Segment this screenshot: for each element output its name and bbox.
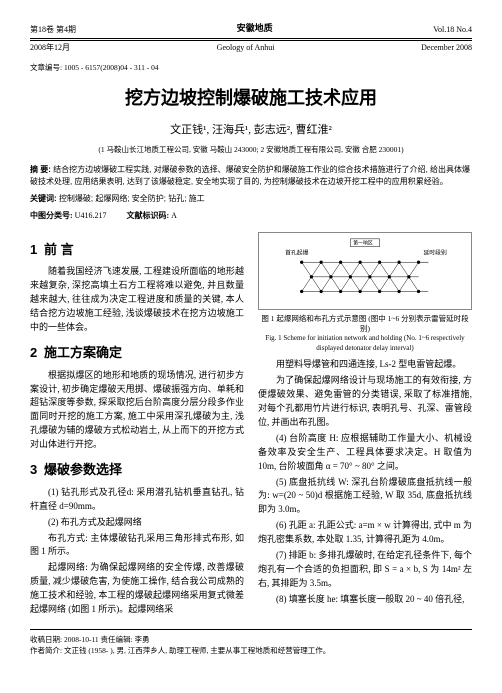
fig-cap-cn: 图 1 起爆网络和布孔方式示意图 (图中 1~6 分别表示雷管延时段别) <box>258 314 472 334</box>
col2-p2: 为了确保起爆网络设计与现场施工的有效衔接, 方便爆破效果、避免雷管的分类错误, … <box>258 374 472 430</box>
header-top: 第18卷 第4期 安徽地质 Vol.18 No.4 <box>30 22 472 39</box>
affiliation: (1 马鞍山长江地质工程公司, 安徽 马鞍山 243000; 2 安徽地质工程有… <box>30 144 472 155</box>
page-title: 挖方边坡控制爆破施工技术应用 <box>30 85 472 112</box>
abstract-text: 结合挖方边坡爆破工程实践, 对爆破参数的选择、爆破安全防护和爆破施工作业的综合技… <box>30 165 470 187</box>
sec3-num: 3 <box>30 460 44 480</box>
sec1-title: 前 言 <box>44 242 74 257</box>
header-vol-en: Vol.18 No.4 <box>433 24 472 36</box>
class-text: U416.217 <box>75 211 107 220</box>
sec3-p1: (1) 钻孔形式及孔径d: 采用潜孔钻机垂直钻孔, 钻杆直径 d=90mm。 <box>30 486 244 514</box>
sec3-p4: 起爆网络: 为确保起爆网络的安全传爆, 改善爆破质量, 减少爆破危害, 为使施工… <box>30 561 244 617</box>
authors: 文正钱¹, 汪海兵¹, 彭志远², 曹红淮² <box>30 122 472 139</box>
two-column-body: 1前 言 随着我国经济飞速发展, 工程建设所面临的地形越来越复杂, 深挖高填土石… <box>30 232 472 619</box>
right-column: 首孔起爆 第一响区 延时段别 <box>258 232 472 619</box>
sec3-title: 爆破参数选择 <box>44 462 122 477</box>
header-bottom: 2008年12月 Geology of Anhui December 2008 <box>30 40 472 54</box>
doc-text: A <box>171 211 177 220</box>
sec1-num: 1 <box>30 240 44 260</box>
class-label: 中图分类号: <box>30 211 73 220</box>
article-id: 文章编号: 1005 - 6157(2008)04 - 311 - 04 <box>30 62 472 73</box>
footer-date: 收稿日期: 2008-10-11 责任编辑: 李勇 <box>30 634 472 645</box>
col2-p6: (7) 排距 b: 多排孔爆破时, 在给定孔径条件下, 每个炮孔有一个合适的负担… <box>258 549 472 591</box>
fig-cap-en: Fig. 1 Scheme for initiation network and… <box>258 334 472 353</box>
abstract: 摘 要: 结合挖方边坡爆破工程实践, 对爆破参数的选择、爆破安全防护和爆破施工作… <box>30 164 472 190</box>
figure-1-caption: 图 1 起爆网络和布孔方式示意图 (图中 1~6 分别表示雷管延时段别) Fig… <box>258 314 472 353</box>
col2-p1: 用塑料导爆管和四通连接, Ls-2 型电雷管起爆。 <box>258 358 472 372</box>
fig-right-label: 延时段别 <box>423 248 446 256</box>
sec3-p2: (2) 布孔方式及起爆网络 <box>30 516 244 530</box>
abstract-label: 摘 要: <box>30 165 51 174</box>
fig-top-label: 第一响区 <box>353 240 373 247</box>
header-journal-cn: 安徽地质 <box>237 22 273 36</box>
header-vol-cn: 第18卷 第4期 <box>30 24 76 36</box>
col2-p4: (5) 底盘抵抗线 W: 深孔台阶爆破底盘抵抗线一般为: w=(20 ~ 50)… <box>258 476 472 518</box>
sec3-p3: 布孔方式: 主体爆破钻孔采用三角形排式布形, 如图 1 所示。 <box>30 532 244 560</box>
network-diagram-icon: 首孔起爆 第一响区 延时段别 <box>259 233 471 309</box>
sec2-title: 施工方案确定 <box>44 345 122 360</box>
header-date-en: December 2008 <box>421 42 472 54</box>
keywords-text: 控制爆破; 起爆网络; 安全防护; 钻孔; 施工 <box>59 194 205 203</box>
classification-row: 中图分类号: U416.217 文献标识码: A <box>30 210 472 222</box>
keywords-label: 关键词: <box>30 194 57 203</box>
sec2-p1: 根据拟爆区的地形和地质的现场情况, 进行初步方案设计, 初步确定爆破天甩掷、爆破… <box>30 369 244 453</box>
fig-left-label: 首孔起爆 <box>285 248 308 256</box>
col2-p5: (6) 孔距 a: 孔距公式: a=m × w 计算得出, 式中 m 为炮孔密集… <box>258 519 472 547</box>
col2-p3: (4) 台阶高度 H: 应根据辅助工作量大小、机械设备效率及安全生产、工程具体要… <box>258 432 472 474</box>
doc-label: 文献标识码: <box>126 211 169 220</box>
section-1-heading: 1前 言 <box>30 240 244 260</box>
sec2-num: 2 <box>30 343 44 363</box>
left-column: 1前 言 随着我国经济飞速发展, 工程建设所面临的地形越来越复杂, 深挖高填土石… <box>30 232 244 619</box>
sec1-p1: 随着我国经济飞速发展, 工程建设所面临的地形越来越复杂, 深挖高填土石方工程将难… <box>30 265 244 335</box>
header-date-cn: 2008年12月 <box>30 42 70 54</box>
section-3-heading: 3爆破参数选择 <box>30 460 244 480</box>
section-2-heading: 2施工方案确定 <box>30 343 244 363</box>
keywords: 关键词: 控制爆破; 起爆网络; 安全防护; 钻孔; 施工 <box>30 193 472 206</box>
footer: 收稿日期: 2008-10-11 责任编辑: 李勇 作者简介: 文正钱 (195… <box>30 629 472 657</box>
footer-author: 作者简介: 文正钱 (1958- ), 男, 江西萍乡人, 助理工程师, 主要从… <box>30 645 472 656</box>
figure-1: 首孔起爆 第一响区 延时段别 <box>258 232 472 310</box>
header-journal-en: Geology of Anhui <box>217 42 275 54</box>
col2-p7: (8) 填塞长度 he: 填塞长度一般取 20 ~ 40 倍孔径, <box>258 593 472 607</box>
